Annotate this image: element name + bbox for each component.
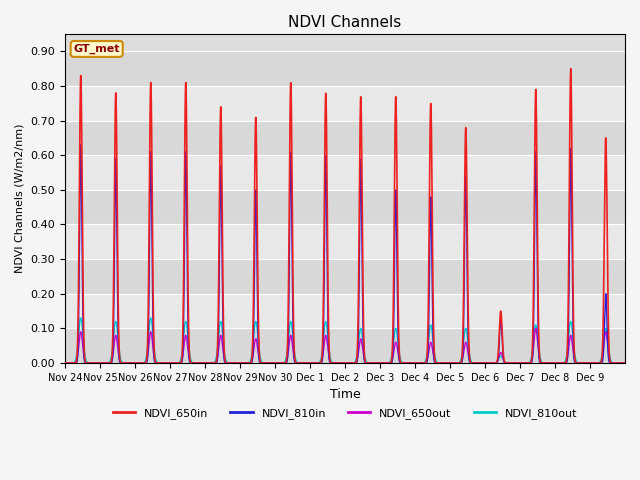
Bar — [65, 225, 625, 259]
Legend: NDVI_650in, NDVI_810in, NDVI_650out, NDVI_810out: NDVI_650in, NDVI_810in, NDVI_650out, NDV… — [108, 404, 582, 423]
Bar — [65, 86, 625, 120]
Bar — [65, 328, 625, 363]
Bar — [65, 155, 625, 190]
Bar — [65, 51, 625, 86]
Bar — [65, 294, 625, 328]
X-axis label: Time: Time — [330, 388, 360, 401]
Bar — [65, 190, 625, 225]
Bar — [65, 120, 625, 155]
Text: GT_met: GT_met — [74, 44, 120, 54]
Bar — [65, 259, 625, 294]
Y-axis label: NDVI Channels (W/m2/nm): NDVI Channels (W/m2/nm) — [15, 124, 25, 273]
Title: NDVI Channels: NDVI Channels — [289, 15, 402, 30]
